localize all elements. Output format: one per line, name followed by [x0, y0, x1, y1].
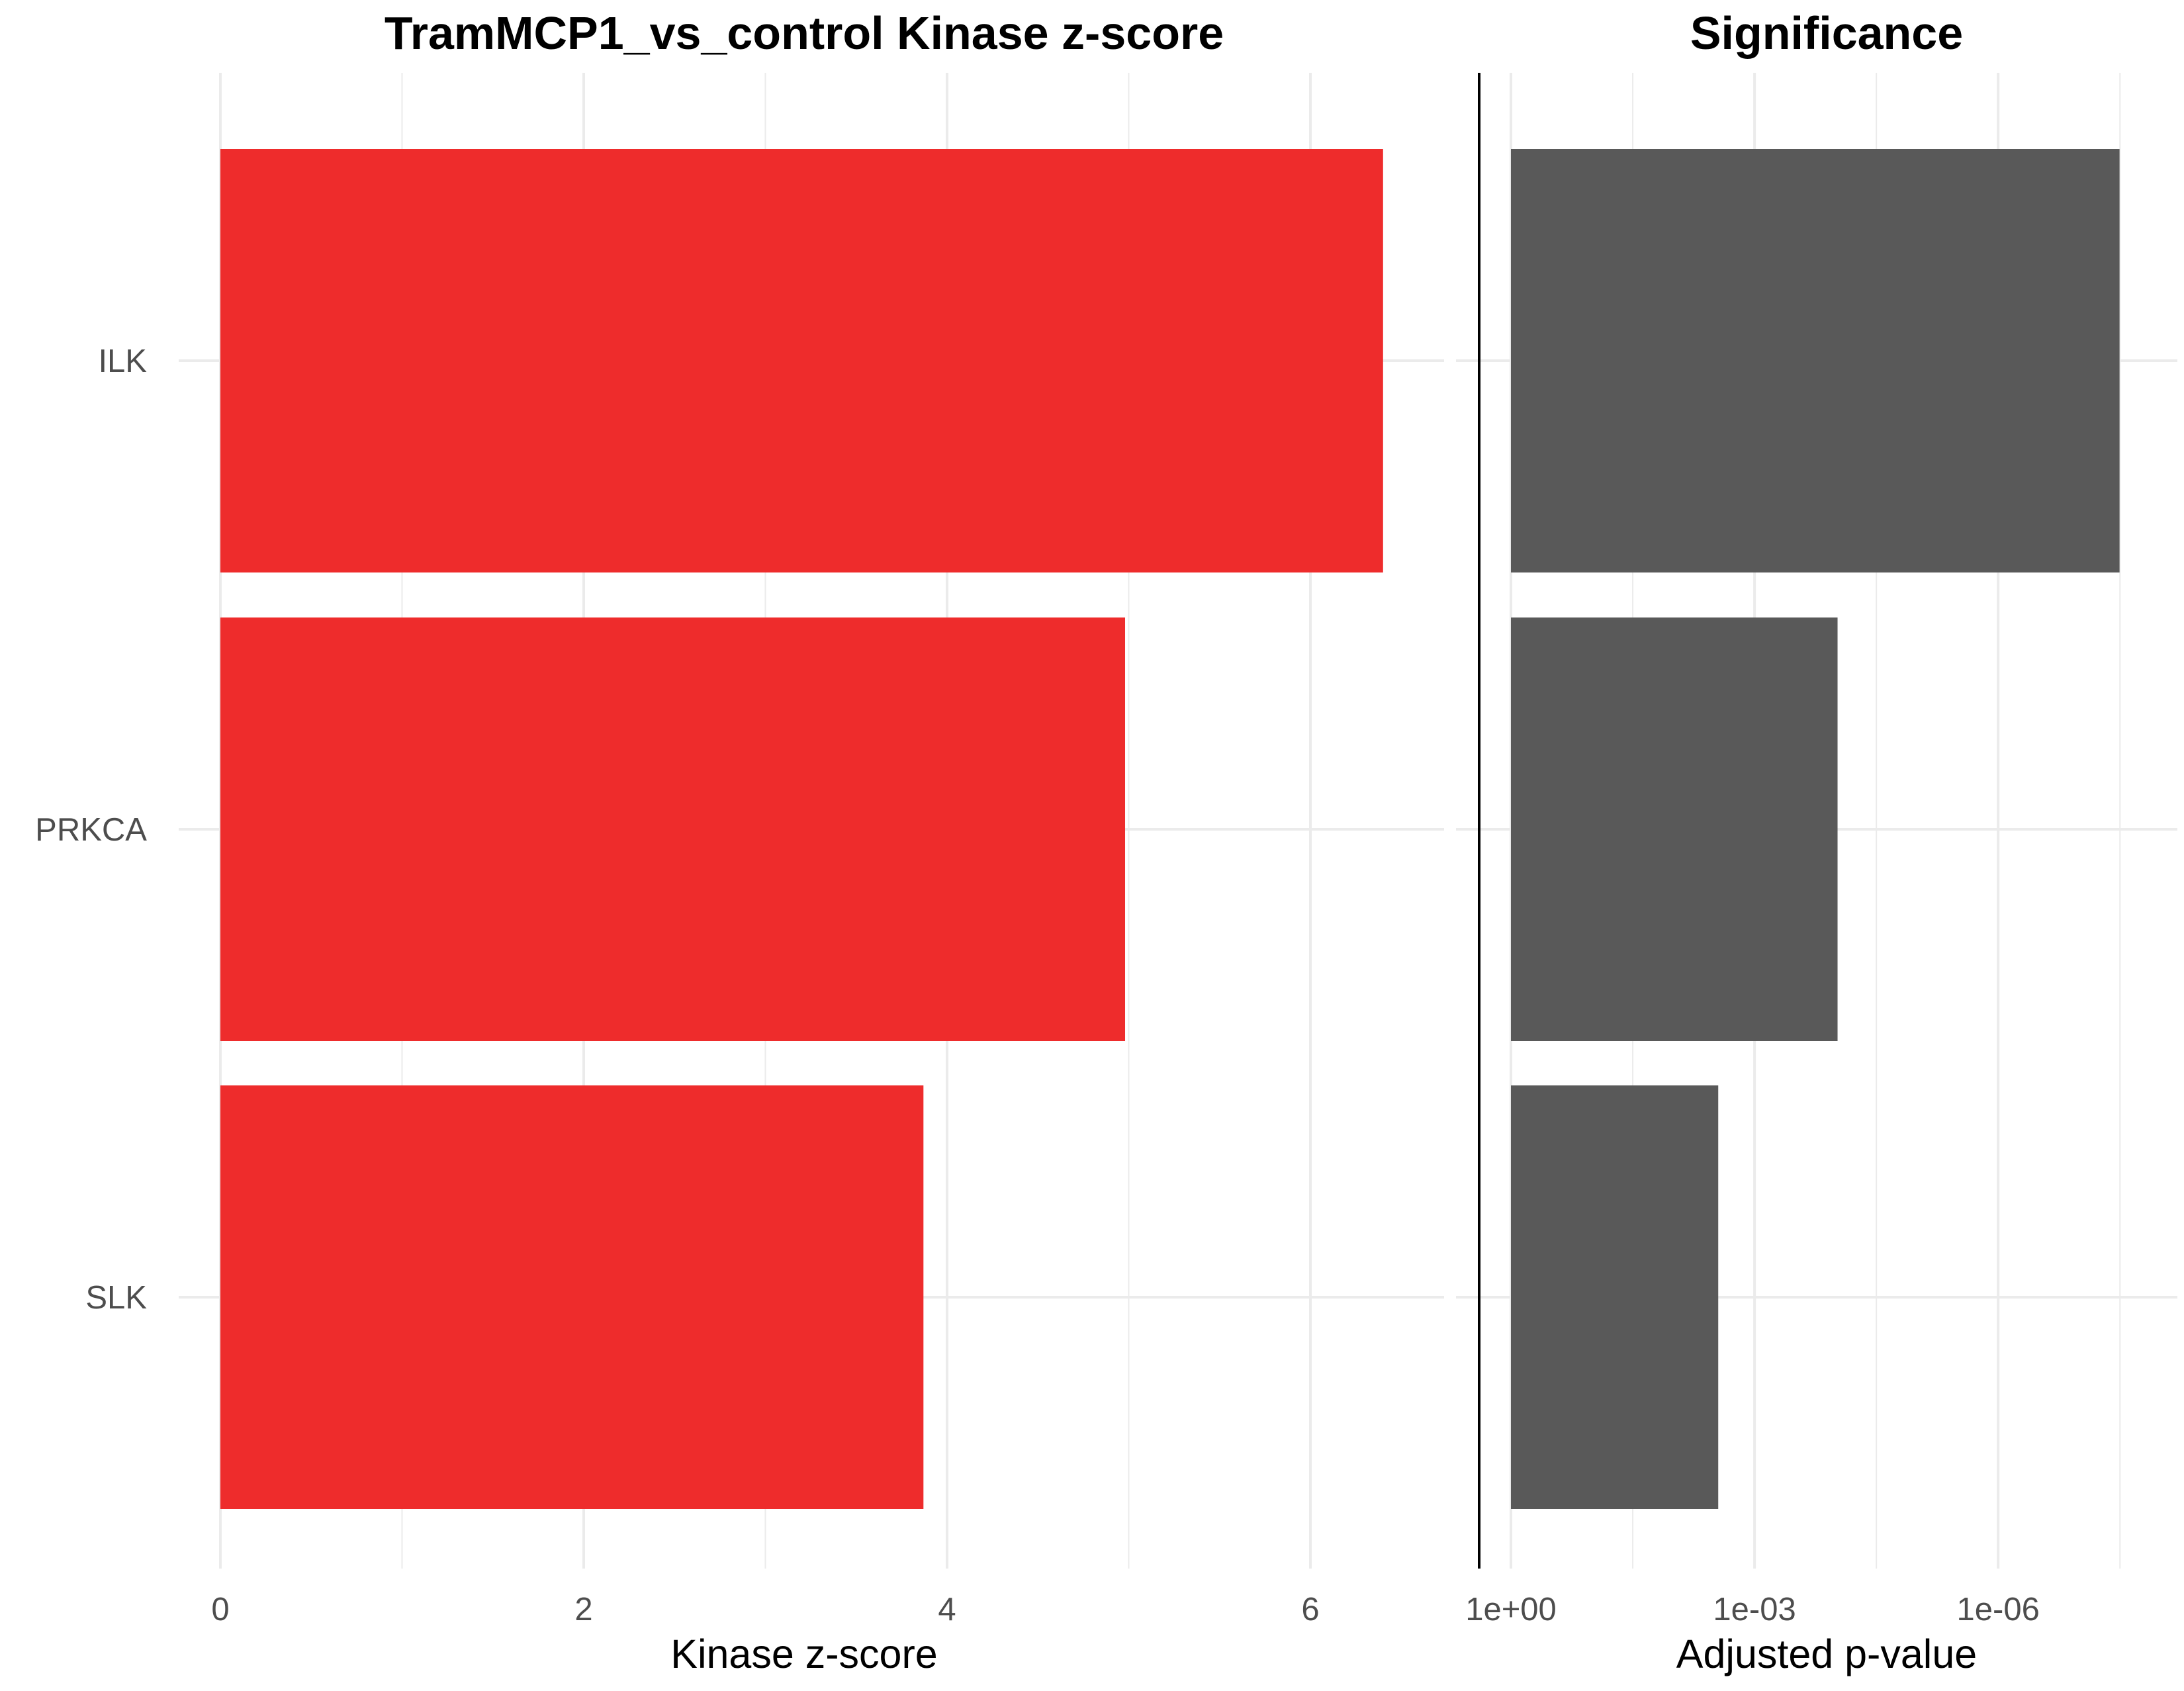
- significance-tick-label: 1e-06: [1957, 1592, 2040, 1627]
- zscore-tick-label: 4: [938, 1592, 956, 1627]
- significance-bar-prkca: [1511, 617, 1838, 1041]
- category-label-ilk: ILK: [98, 343, 147, 379]
- significance-panel: Significance 1e+00 1e-03 1e-06 Adjusted p-…: [1456, 7, 2177, 1676]
- significance-bars: [1511, 149, 2120, 1509]
- zscore-bar-prkca: [220, 617, 1126, 1041]
- zscore-tick-label: 2: [574, 1592, 592, 1627]
- zscore-tick-labels: 0 2 4 6: [211, 1592, 1319, 1627]
- zscore-bar-ilk: [220, 149, 1383, 572]
- significance-bar-ilk: [1511, 149, 2120, 572]
- category-label-prkca: PRKCA: [35, 812, 147, 848]
- significance-tick-label: 1e-03: [1713, 1592, 1796, 1627]
- significance-tick-label: 1e+00: [1465, 1592, 1557, 1627]
- category-label-slk: SLK: [85, 1280, 147, 1316]
- zscore-tick-label: 6: [1301, 1592, 1319, 1627]
- significance-tick-labels: 1e+00 1e-03 1e-06: [1465, 1592, 2040, 1627]
- zscore-panel-title: TramMCP1_vs_control Kinase z-score: [385, 7, 1224, 59]
- zscore-bar-slk: [220, 1085, 924, 1509]
- zscore-panel: TramMCP1_vs_control Kinase z-score ILK PR…: [35, 7, 1444, 1676]
- significance-panel-title: Significance: [1690, 7, 1963, 59]
- zscore-bars: [220, 149, 1383, 1509]
- category-labels: ILK PRKCA SLK: [35, 343, 147, 1316]
- zscore-axis-title: Kinase z-score: [670, 1631, 937, 1676]
- zscore-tick-label: 0: [211, 1592, 229, 1627]
- significance-axis-title: Adjusted p-value: [1676, 1631, 1977, 1676]
- significance-bar-slk: [1511, 1085, 1719, 1509]
